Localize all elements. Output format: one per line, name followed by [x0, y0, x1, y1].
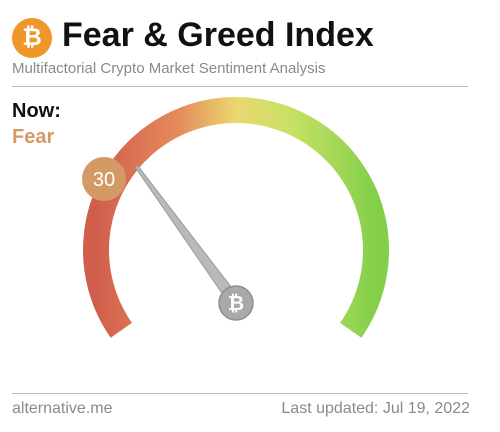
- hub-glyph: ₿: [228, 293, 244, 315]
- gauge-arc: [83, 97, 389, 338]
- page-title: Fear & Greed Index: [62, 16, 374, 54]
- logo-glyph: ₿: [22, 24, 42, 51]
- gauge-hub-bitcoin-icon: ₿: [218, 285, 254, 321]
- header-divider: [12, 86, 468, 87]
- now-label: Now:: [12, 100, 61, 122]
- page-subtitle: Multifactorial Crypto Market Sentiment A…: [12, 60, 326, 77]
- last-updated: Last updated: Jul 19, 2022: [281, 400, 470, 417]
- header: ₿ Fear & Greed Index: [12, 12, 472, 66]
- bitcoin-logo-icon: ₿: [12, 18, 52, 58]
- value-badge: 30: [82, 157, 126, 201]
- value-badge-text: 30: [93, 169, 115, 191]
- footer-divider: [12, 393, 468, 394]
- sentiment-classification: Fear: [12, 126, 55, 148]
- gauge-needle: [134, 164, 242, 308]
- source-link[interactable]: alternative.me: [12, 400, 113, 417]
